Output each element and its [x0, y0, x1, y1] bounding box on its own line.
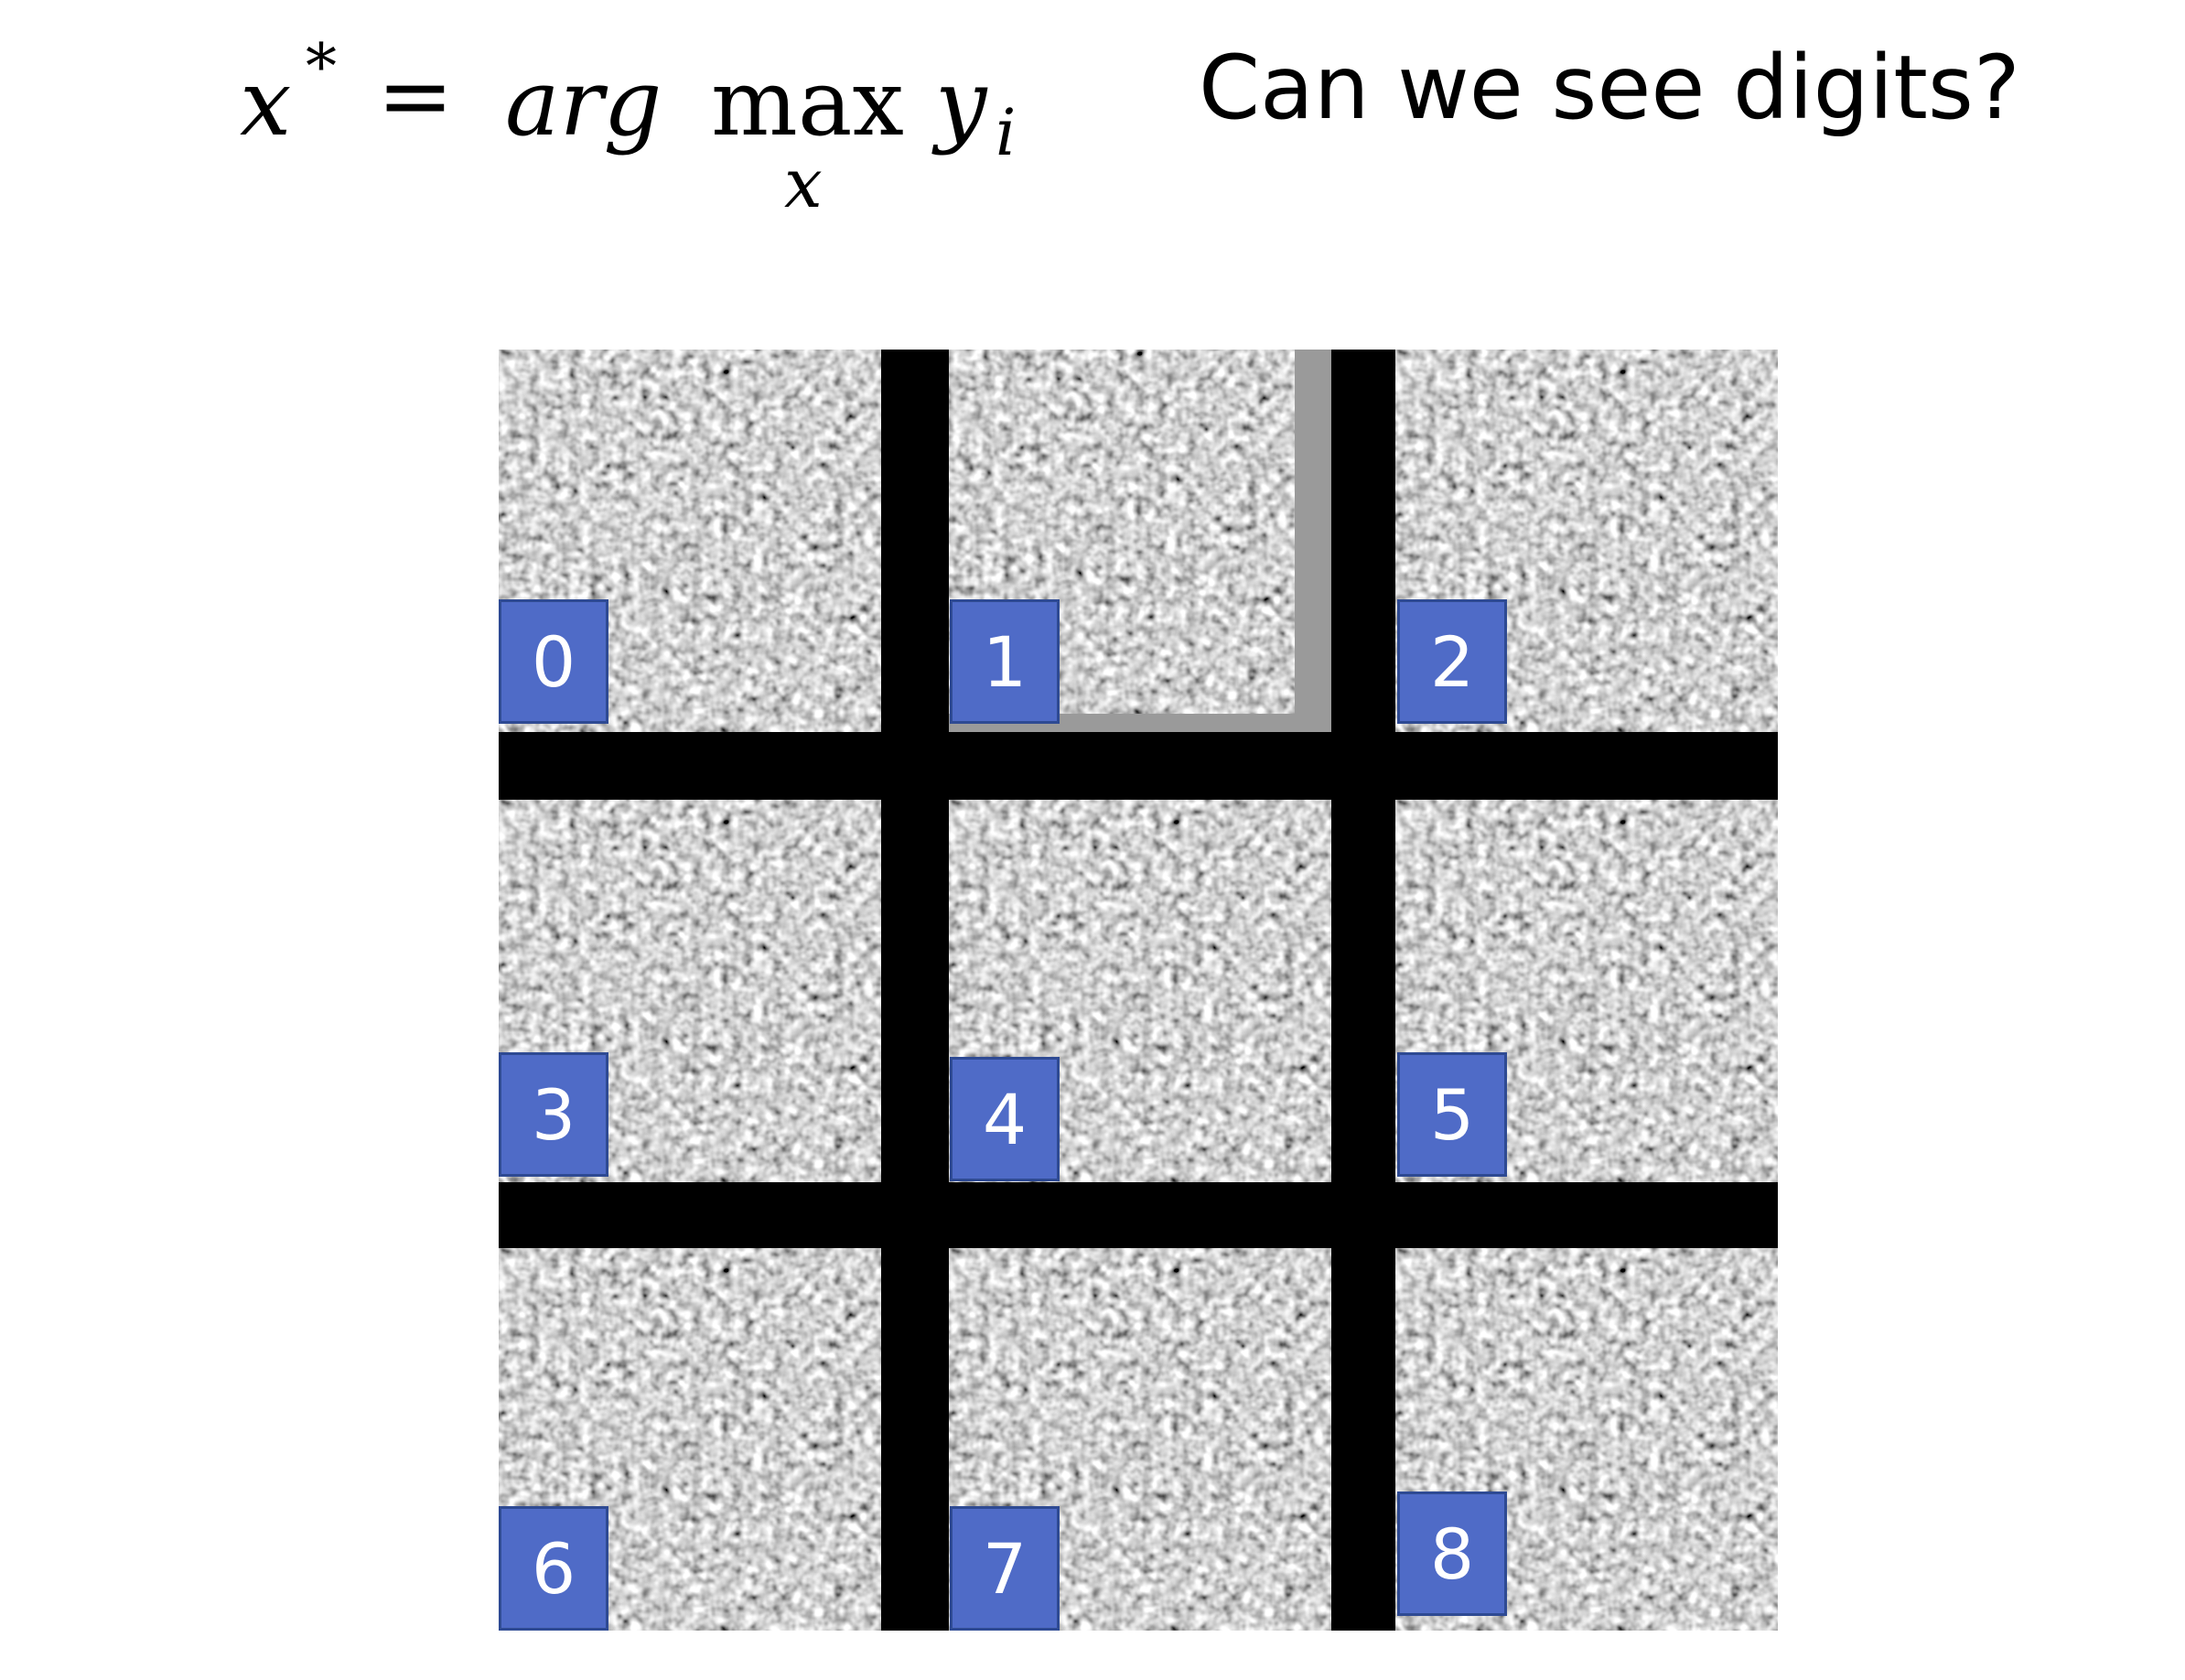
- noise-tile: [499, 1248, 881, 1631]
- noise-image-grid: [499, 350, 1778, 1631]
- digit-label-8: 8: [1397, 1492, 1507, 1616]
- digit-label-5: 5: [1397, 1052, 1507, 1177]
- digit-label-1: 1: [950, 599, 1060, 724]
- digit-label-0: 0: [499, 599, 608, 724]
- formula-star: *: [306, 31, 337, 103]
- formula-x: x: [240, 49, 292, 156]
- formula-max: max: [711, 49, 904, 156]
- formula-arg: arg: [505, 49, 662, 156]
- digit-label-2: 2: [1397, 599, 1507, 724]
- digit-label-6: 6: [499, 1506, 608, 1631]
- formula-max-subscript: x: [784, 145, 823, 223]
- digit-label-7: 7: [950, 1506, 1060, 1631]
- formula-y: y: [935, 49, 987, 156]
- objective-formula: x * = arg max x y i: [240, 27, 1063, 223]
- question-text: Can we see digits?: [1199, 37, 2020, 139]
- digit-label-3: 3: [499, 1052, 608, 1177]
- formula-equals: =: [377, 42, 454, 149]
- formula-y-subscript: i: [996, 95, 1017, 170]
- digit-label-4: 4: [950, 1057, 1060, 1181]
